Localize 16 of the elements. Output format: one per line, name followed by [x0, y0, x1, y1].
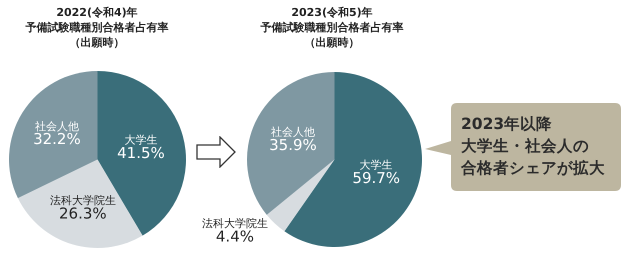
- data-label: 41.5%: [117, 144, 165, 162]
- pie-slice: [266, 160, 334, 232]
- data-label: 59.7%: [352, 168, 400, 187]
- chart-title: 2023(令和5)年: [290, 5, 374, 20]
- pie-slice: [247, 72, 334, 215]
- text: 大学生・社会人の: [461, 137, 589, 155]
- chart-title: 2022(令和4)年: [55, 5, 139, 20]
- chart-subtitle: 予備試験職種別合格者占有率（出願時）: [260, 20, 404, 50]
- chart-subtitle: 予備試験職種別合格者占有率（出願時）: [24, 20, 170, 50]
- text: 2023年以降: [461, 115, 552, 133]
- data-label: 32.2%: [33, 130, 81, 148]
- slice-label: 社会人他: [34, 120, 79, 133]
- slice-label: 大学生: [124, 133, 158, 146]
- slice-label: 大学生: [360, 158, 393, 172]
- pie-slice: [18, 160, 143, 248]
- text: 合格者シェアが拡大: [461, 159, 605, 177]
